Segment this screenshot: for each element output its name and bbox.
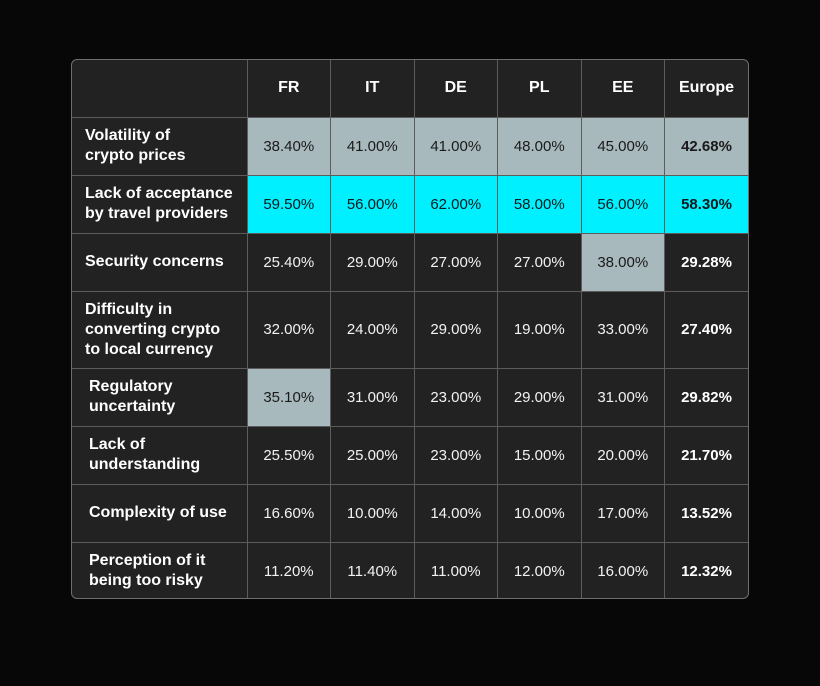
value-cell: 62.00% — [413, 174, 498, 234]
europe-value-cell: 12.32% — [664, 541, 748, 598]
value-cell: 19.00% — [497, 290, 582, 369]
table-body: Volatility of crypto prices 38.40% 41.00% 4… — [72, 116, 748, 598]
header-cell-it: IT — [330, 60, 415, 118]
value-cell: 27.00% — [497, 232, 582, 292]
value-cell: 27.00% — [413, 232, 498, 292]
value-cell: 11.00% — [413, 541, 498, 598]
row-label: Perception of it being too risky — [72, 541, 248, 598]
value-cell: 33.00% — [580, 290, 665, 369]
header-cell-corner — [72, 60, 248, 118]
value-cell: 58.00% — [497, 174, 582, 234]
value-cell: 48.00% — [497, 116, 582, 176]
value-cell: 45.00% — [580, 116, 665, 176]
table-row: Complexity of use 16.60% 10.00% 14.00% 10.00… — [72, 483, 748, 543]
row-label: Complexity of use — [72, 483, 248, 543]
row-label: Regulatory uncertainty — [72, 367, 248, 427]
value-cell: 14.00% — [413, 483, 498, 543]
europe-value-cell: 58.30% — [664, 174, 748, 234]
header-cell-europe: Europe — [664, 60, 748, 118]
row-label: Security concerns — [72, 232, 248, 292]
value-cell: 11.20% — [246, 541, 331, 598]
table-row: Difficulty in converting crypto to local… — [72, 290, 748, 369]
value-cell: 12.00% — [497, 541, 582, 598]
europe-value-cell: 13.52% — [664, 483, 748, 543]
row-label: Lack of acceptance by travel providers — [72, 174, 248, 234]
value-cell: 10.00% — [330, 483, 415, 543]
value-cell: 16.60% — [246, 483, 331, 543]
value-cell: 31.00% — [580, 367, 665, 427]
value-cell: 29.00% — [413, 290, 498, 369]
table-row: Perception of it being too risky 11.20% 11… — [72, 541, 748, 598]
value-cell: 23.00% — [413, 425, 498, 485]
header-cell-de: DE — [413, 60, 498, 118]
table-row: Security concerns 25.40% 29.00% 27.00% 27.00… — [72, 232, 748, 292]
value-cell: 31.00% — [330, 367, 415, 427]
value-cell: 38.40% — [246, 116, 331, 176]
table-row: Regulatory uncertainty 35.10% 31.00% 23.00%… — [72, 367, 748, 427]
value-cell: 20.00% — [580, 425, 665, 485]
europe-value-cell: 42.68% — [664, 116, 748, 176]
europe-value-cell: 27.40% — [664, 290, 748, 369]
value-cell: 29.00% — [330, 232, 415, 292]
value-cell: 25.00% — [330, 425, 415, 485]
europe-value-cell: 29.82% — [664, 367, 748, 427]
value-cell: 25.50% — [246, 425, 331, 485]
europe-value-cell: 21.70% — [664, 425, 748, 485]
value-cell: 41.00% — [413, 116, 498, 176]
value-cell: 32.00% — [246, 290, 331, 369]
table-row: Lack of understanding 25.50% 25.00% 23.00% 1… — [72, 425, 748, 485]
value-cell: 11.40% — [330, 541, 415, 598]
header-cell-pl: PL — [497, 60, 582, 118]
header-cell-fr: FR — [246, 60, 331, 118]
table-row: Lack of acceptance by travel providers 59… — [72, 174, 748, 234]
value-cell: 56.00% — [330, 174, 415, 234]
value-cell: 16.00% — [580, 541, 665, 598]
row-label: Lack of understanding — [72, 425, 248, 485]
europe-value-cell: 29.28% — [664, 232, 748, 292]
value-cell: 59.50% — [246, 174, 331, 234]
value-cell: 41.00% — [330, 116, 415, 176]
value-cell: 35.10% — [246, 367, 331, 427]
value-cell: 38.00% — [580, 232, 665, 292]
table-row: Volatility of crypto prices 38.40% 41.00% 4… — [72, 116, 748, 176]
value-cell: 24.00% — [330, 290, 415, 369]
header-cell-ee: EE — [580, 60, 665, 118]
row-label: Difficulty in converting crypto to local… — [72, 290, 248, 369]
value-cell: 29.00% — [497, 367, 582, 427]
value-cell: 23.00% — [413, 367, 498, 427]
value-cell: 56.00% — [580, 174, 665, 234]
value-cell: 10.00% — [497, 483, 582, 543]
row-label: Volatility of crypto prices — [72, 116, 248, 176]
comparison-table: FR IT DE PL EE Europe Volatility of cryp… — [71, 59, 749, 599]
value-cell: 25.40% — [246, 232, 331, 292]
value-cell: 17.00% — [580, 483, 665, 543]
value-cell: 15.00% — [497, 425, 582, 485]
header-row: FR IT DE PL EE Europe — [72, 60, 748, 118]
